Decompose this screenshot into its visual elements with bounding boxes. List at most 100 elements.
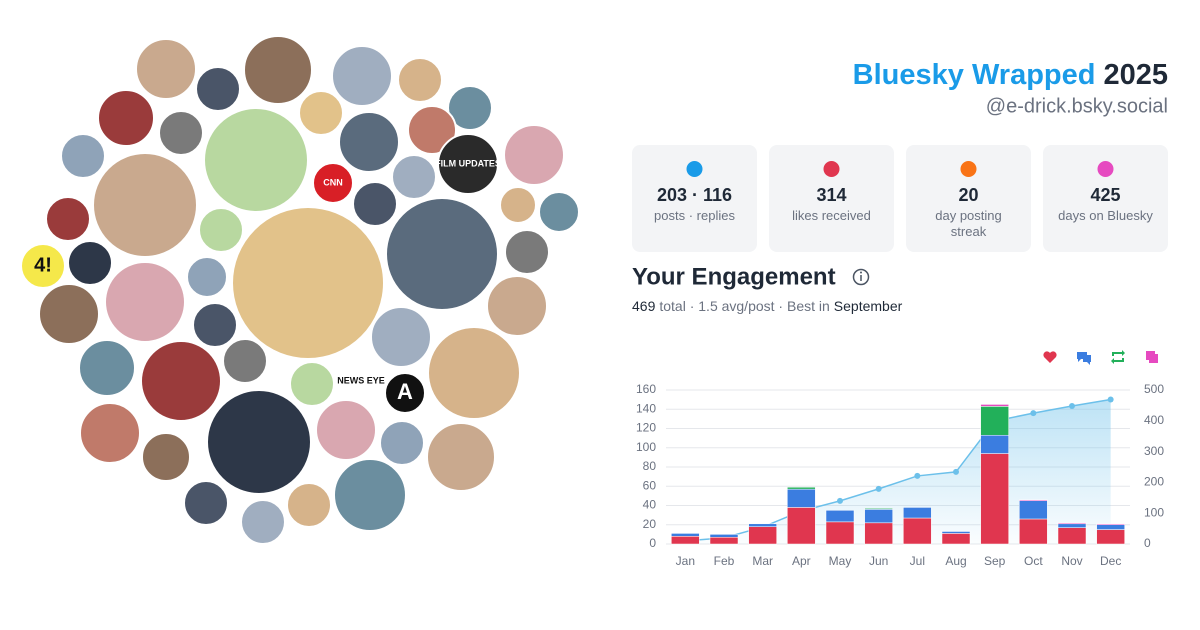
y-tick-label: 60 bbox=[643, 478, 657, 492]
avatar-label: FILM UPDATES bbox=[435, 158, 501, 168]
title-year: 2025 bbox=[1103, 59, 1168, 91]
stat-label: posts · replies bbox=[654, 208, 735, 223]
x-tick-label: Jun bbox=[869, 554, 888, 568]
y-tick-label: 20 bbox=[643, 517, 657, 531]
avatar bbox=[231, 206, 385, 360]
y-tick-label: 140 bbox=[636, 401, 656, 415]
avatar bbox=[397, 57, 443, 103]
avatar bbox=[67, 240, 113, 286]
avatar bbox=[206, 389, 312, 495]
legend-shape bbox=[1077, 352, 1091, 365]
avatar bbox=[183, 480, 229, 526]
stat-label: likes received bbox=[792, 208, 871, 223]
legend-icon[interactable] bbox=[1146, 351, 1158, 363]
avatar-label: A bbox=[397, 379, 413, 404]
avatar bbox=[203, 107, 309, 213]
y2-tick-label: 400 bbox=[1144, 413, 1164, 427]
stat-icon bbox=[960, 161, 977, 177]
bar bbox=[903, 517, 932, 545]
bar bbox=[980, 404, 1009, 407]
bar bbox=[1096, 523, 1125, 525]
title: Bluesky Wrapped 2025 bbox=[853, 59, 1168, 91]
x-tick-label: Sep bbox=[984, 554, 1006, 568]
avatar bbox=[407, 105, 457, 155]
x-tick-label: Feb bbox=[714, 554, 735, 568]
x-tick-label: Jan bbox=[676, 554, 695, 568]
bar bbox=[1096, 524, 1125, 530]
legend bbox=[1043, 350, 1158, 365]
bar bbox=[787, 507, 816, 545]
y-tick-label: 120 bbox=[636, 421, 656, 435]
x-tick-label: Aug bbox=[945, 554, 966, 568]
avatar bbox=[158, 110, 204, 156]
summary: 469 total · 1.5 avg/post · Best in Septemb… bbox=[632, 298, 903, 314]
avatar bbox=[222, 338, 268, 384]
x-tick-label: Nov bbox=[1061, 554, 1082, 568]
bar bbox=[1019, 500, 1048, 520]
bar bbox=[748, 526, 777, 545]
bar bbox=[980, 434, 1009, 454]
stat-icon bbox=[686, 161, 703, 177]
avatar bbox=[427, 326, 521, 420]
avatar bbox=[503, 124, 565, 186]
avatar bbox=[331, 45, 393, 107]
bar bbox=[1057, 527, 1087, 545]
avatar bbox=[38, 283, 100, 345]
avatar bbox=[338, 111, 400, 173]
x-tick-label: Dec bbox=[1100, 554, 1121, 568]
stat-icon bbox=[1097, 161, 1114, 177]
bar bbox=[1096, 529, 1125, 545]
avatar bbox=[342, 362, 380, 400]
avatar bbox=[78, 339, 136, 397]
line-point bbox=[914, 472, 921, 479]
bar bbox=[1057, 522, 1087, 525]
avatar bbox=[447, 85, 493, 131]
bar bbox=[671, 536, 700, 545]
info-icon[interactable] bbox=[852, 268, 870, 286]
x-tick-label: Jul bbox=[910, 554, 925, 568]
bar bbox=[864, 522, 893, 545]
bar bbox=[864, 509, 893, 524]
avatar bbox=[97, 89, 155, 147]
avatar bbox=[391, 154, 437, 200]
stat-card bbox=[906, 145, 1031, 252]
bar bbox=[980, 453, 1009, 545]
line-point bbox=[1069, 403, 1075, 410]
y-tick-label: 40 bbox=[643, 498, 657, 512]
bar bbox=[1019, 518, 1048, 545]
section-title: Your Engagement bbox=[632, 263, 836, 290]
legend-shape bbox=[1146, 351, 1158, 363]
summary-best: September bbox=[834, 298, 903, 314]
legend-icon[interactable] bbox=[1077, 352, 1091, 365]
stat-label: days on Bluesky bbox=[1058, 208, 1153, 223]
avatar bbox=[385, 197, 499, 311]
avatar bbox=[379, 420, 425, 466]
bar bbox=[1057, 523, 1087, 528]
y2-tick-label: 200 bbox=[1144, 475, 1164, 489]
avatar bbox=[243, 35, 313, 105]
avatar bbox=[315, 399, 377, 461]
bar bbox=[825, 521, 855, 545]
avatar bbox=[141, 432, 191, 482]
x-tick-label: May bbox=[829, 554, 852, 568]
stat-icon bbox=[823, 161, 840, 177]
avatar-label: 4! bbox=[34, 254, 52, 276]
avatar bbox=[298, 90, 344, 136]
y-tick-label: 80 bbox=[643, 459, 657, 473]
y-tick-label: 100 bbox=[636, 440, 656, 454]
avatar bbox=[192, 302, 238, 348]
line-point bbox=[1107, 396, 1114, 403]
line-point bbox=[953, 468, 959, 475]
stat-value: 20 bbox=[958, 185, 978, 205]
x-tick-label: Mar bbox=[752, 554, 773, 568]
stat-card bbox=[769, 145, 894, 252]
avatar bbox=[504, 229, 550, 275]
avatar bbox=[370, 306, 432, 368]
bar bbox=[864, 508, 893, 510]
avatar bbox=[499, 186, 537, 224]
legend-icon[interactable] bbox=[1111, 350, 1125, 364]
bar bbox=[903, 507, 932, 519]
legend-icon[interactable] bbox=[1043, 351, 1057, 363]
avatar bbox=[240, 499, 286, 545]
